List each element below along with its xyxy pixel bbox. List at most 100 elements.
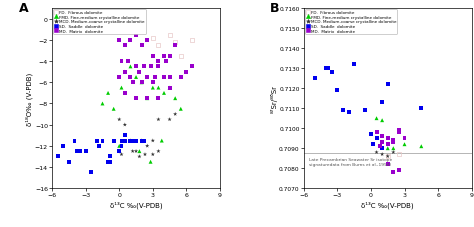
X-axis label: δ¹³C ‰(V-PDB): δ¹³C ‰(V-PDB) <box>361 200 414 208</box>
Point <box>132 34 140 37</box>
Point <box>376 145 383 148</box>
Point <box>132 97 140 101</box>
Point <box>127 39 134 42</box>
Point <box>395 153 403 156</box>
Point <box>155 60 162 64</box>
Point <box>118 153 125 156</box>
Point <box>110 139 118 143</box>
Point <box>350 63 358 67</box>
Point <box>140 65 148 69</box>
Point <box>172 113 179 116</box>
Point <box>144 144 151 148</box>
Point <box>395 129 403 132</box>
Point <box>163 60 170 64</box>
Point <box>127 65 134 69</box>
Point <box>121 139 128 143</box>
Point <box>121 71 128 74</box>
Point <box>160 92 168 95</box>
Point <box>76 150 84 153</box>
Point <box>166 86 173 90</box>
Point <box>378 147 386 150</box>
Point <box>369 143 377 146</box>
Point <box>160 76 168 79</box>
Point <box>138 81 146 85</box>
Point <box>129 139 137 143</box>
Point <box>144 39 151 42</box>
Point <box>378 101 386 105</box>
Point <box>144 76 151 79</box>
Text: A: A <box>18 2 28 15</box>
Point <box>160 55 168 58</box>
Point <box>384 83 392 87</box>
Point <box>138 44 146 48</box>
Point <box>155 97 162 101</box>
Point <box>172 44 179 48</box>
Point <box>378 119 386 123</box>
Point <box>60 144 67 148</box>
Point <box>418 107 425 111</box>
Point <box>116 39 123 42</box>
Point <box>147 65 155 69</box>
Point <box>95 144 103 148</box>
Point <box>373 131 380 134</box>
Point <box>132 139 140 143</box>
Text: Late Precambrian Seawater Sr isotope
signaturedata from Burns et al.,1994): Late Precambrian Seawater Sr isotope sig… <box>310 158 392 166</box>
Point <box>104 160 112 164</box>
Point <box>121 123 128 127</box>
Point <box>317 29 324 33</box>
Point <box>93 139 100 143</box>
Point <box>395 131 403 134</box>
Point <box>401 143 408 146</box>
Point <box>188 65 196 69</box>
Point <box>149 55 156 58</box>
Point <box>390 171 397 174</box>
Point <box>182 71 190 74</box>
Point <box>116 76 123 79</box>
Point <box>149 81 156 85</box>
Point <box>177 76 184 79</box>
Point <box>378 135 386 138</box>
Point <box>155 118 162 122</box>
Y-axis label: δ¹⁸O‰ (V-PDB): δ¹⁸O‰ (V-PDB) <box>26 72 34 125</box>
Point <box>107 155 114 159</box>
Point <box>99 139 106 143</box>
Point <box>136 155 143 159</box>
Point <box>54 155 62 159</box>
Point <box>378 153 386 156</box>
Point <box>149 86 156 90</box>
Point <box>418 145 425 148</box>
Point <box>188 39 196 42</box>
Point <box>322 67 330 71</box>
Point <box>151 76 159 79</box>
Point <box>118 139 125 143</box>
Point <box>166 34 173 37</box>
Point <box>373 117 380 121</box>
Point <box>177 55 184 58</box>
Legend: FD.  Fibrous dolomite, FMD. Fine-medium crystalline dolomite, MCD. Medium-coarse: FD. Fibrous dolomite, FMD. Fine-medium c… <box>53 10 146 35</box>
Point <box>155 86 162 90</box>
Point <box>158 139 165 143</box>
Point <box>149 153 156 156</box>
Point <box>118 60 125 64</box>
Point <box>121 71 128 74</box>
Point <box>121 44 128 48</box>
Point <box>325 67 332 71</box>
Point <box>140 139 148 143</box>
Point <box>384 163 392 166</box>
Point <box>82 150 90 153</box>
Point <box>395 169 403 172</box>
Point <box>390 139 397 142</box>
Point <box>71 139 78 143</box>
Point <box>172 97 179 101</box>
Point <box>367 133 375 136</box>
Point <box>138 139 146 143</box>
Point <box>132 150 140 153</box>
Point <box>136 150 143 153</box>
Point <box>149 37 156 40</box>
Point <box>401 137 408 141</box>
Point <box>155 44 162 48</box>
Point <box>155 65 162 69</box>
Point <box>116 150 123 153</box>
Point <box>339 109 347 113</box>
Point <box>373 137 380 141</box>
